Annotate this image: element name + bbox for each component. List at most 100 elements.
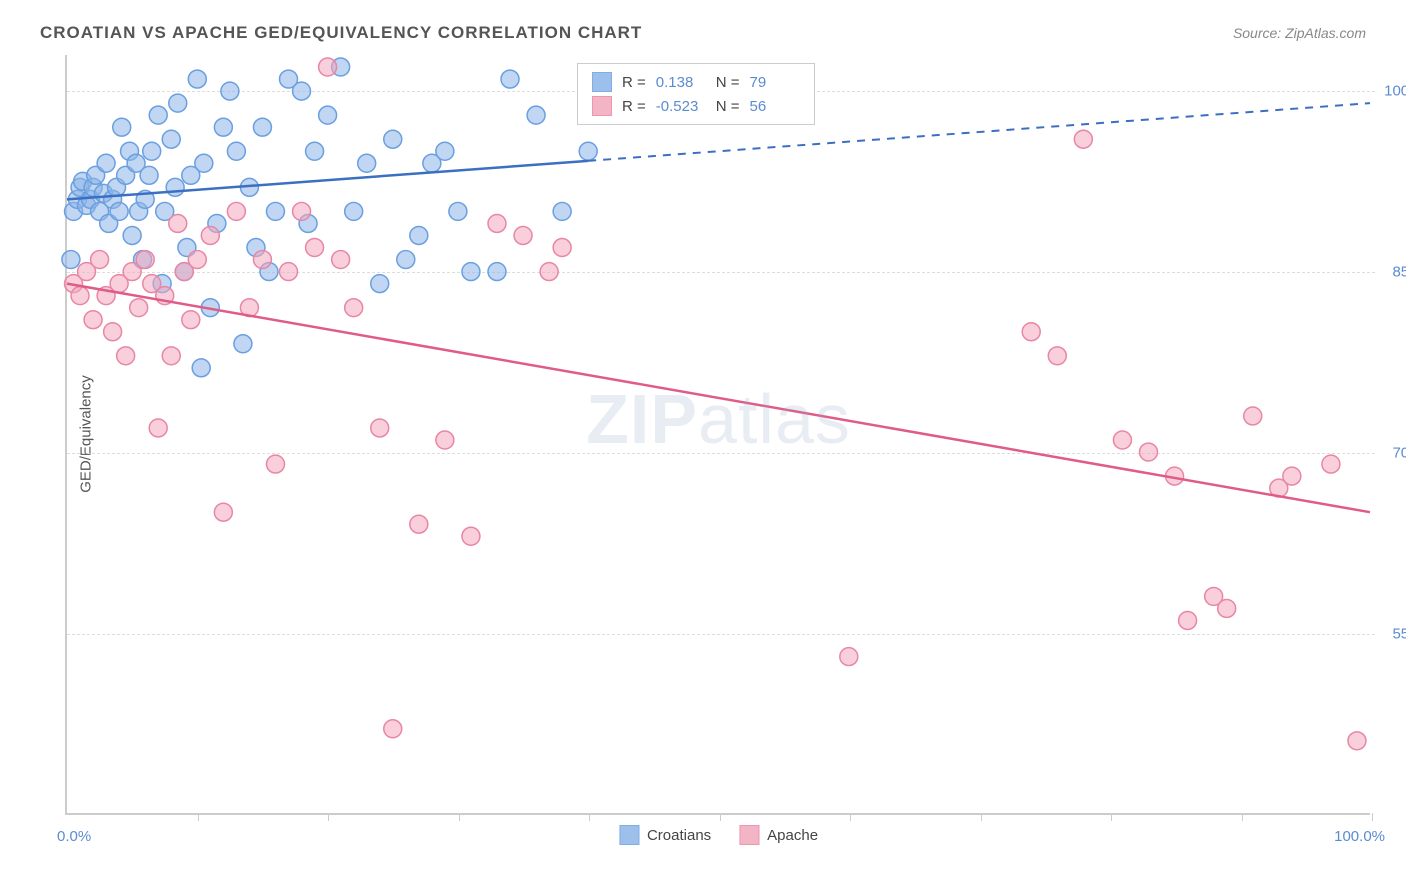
data-point <box>169 214 187 232</box>
data-point <box>488 263 506 281</box>
data-point <box>280 263 298 281</box>
data-point <box>162 347 180 365</box>
swatch-apache-icon <box>592 96 612 116</box>
data-point <box>501 70 519 88</box>
data-point <box>462 263 480 281</box>
data-point <box>527 106 545 124</box>
data-point <box>306 239 324 257</box>
data-point <box>579 142 597 160</box>
data-point <box>358 154 376 172</box>
data-point <box>384 130 402 148</box>
data-point <box>540 263 558 281</box>
data-point <box>449 202 467 220</box>
data-point <box>91 251 109 269</box>
data-point <box>62 251 80 269</box>
data-point <box>266 455 284 473</box>
data-point <box>410 515 428 533</box>
stats-row-apache: R = -0.523 N = 56 <box>592 94 800 118</box>
data-point <box>553 202 571 220</box>
legend-item-croatians: Croatians <box>619 825 711 845</box>
y-tick-label: 55.0% <box>1392 626 1406 643</box>
data-point <box>214 118 232 136</box>
data-point <box>1179 612 1197 630</box>
stat-label-r: R = <box>622 98 646 115</box>
data-point <box>123 226 141 244</box>
data-point <box>410 226 428 244</box>
data-point <box>436 431 454 449</box>
data-point <box>166 178 184 196</box>
data-point <box>1348 732 1366 750</box>
data-point <box>162 130 180 148</box>
data-point <box>1283 467 1301 485</box>
header: CROATIAN VS APACHE GED/EQUIVALENCY CORRE… <box>40 18 1366 48</box>
stat-n-apache: 56 <box>750 98 800 115</box>
data-point <box>71 287 89 305</box>
data-point <box>192 359 210 377</box>
data-point <box>384 720 402 738</box>
data-point <box>1218 599 1236 617</box>
data-point <box>293 82 311 100</box>
data-point <box>840 648 858 666</box>
data-point <box>195 154 213 172</box>
data-point <box>227 142 245 160</box>
data-point <box>234 335 252 353</box>
data-point <box>113 118 131 136</box>
data-point <box>319 58 337 76</box>
data-point <box>488 214 506 232</box>
data-point <box>253 251 271 269</box>
stat-label-n: N = <box>716 98 740 115</box>
stat-label-n: N = <box>716 74 740 91</box>
data-point <box>345 299 363 317</box>
x-max-label: 100.0% <box>1334 828 1385 845</box>
y-tick-label: 70.0% <box>1392 445 1406 462</box>
stats-legend-box: R = 0.138 N = 79 R = -0.523 N = 56 <box>577 63 815 125</box>
data-point <box>1022 323 1040 341</box>
data-point <box>143 142 161 160</box>
data-point <box>462 527 480 545</box>
legend-label-croatians: Croatians <box>647 827 711 844</box>
data-point <box>97 154 115 172</box>
data-point <box>188 70 206 88</box>
data-point <box>110 202 128 220</box>
data-point <box>1244 407 1262 425</box>
stat-r-croatians: 0.138 <box>656 74 706 91</box>
x-min-label: 0.0% <box>57 828 91 845</box>
stats-row-croatians: R = 0.138 N = 79 <box>592 70 800 94</box>
data-point <box>149 106 167 124</box>
data-point <box>345 202 363 220</box>
chart-title: CROATIAN VS APACHE GED/EQUIVALENCY CORRE… <box>40 23 642 43</box>
legend-swatch-apache-icon <box>739 825 759 845</box>
data-point <box>104 323 122 341</box>
data-point <box>136 251 154 269</box>
data-point <box>306 142 324 160</box>
legend-item-apache: Apache <box>739 825 818 845</box>
data-point <box>319 106 337 124</box>
data-point <box>1074 130 1092 148</box>
data-point <box>514 226 532 244</box>
data-point <box>84 311 102 329</box>
data-point <box>201 226 219 244</box>
data-point <box>293 202 311 220</box>
source-attribution: Source: ZipAtlas.com <box>1233 25 1366 41</box>
data-point <box>371 419 389 437</box>
data-point <box>332 251 350 269</box>
data-point <box>253 118 271 136</box>
data-point <box>1140 443 1158 461</box>
data-point <box>1113 431 1131 449</box>
data-point <box>221 82 239 100</box>
data-point <box>214 503 232 521</box>
trend-line <box>67 284 1370 513</box>
stat-n-croatians: 79 <box>750 74 800 91</box>
data-point <box>266 202 284 220</box>
data-point <box>1048 347 1066 365</box>
data-point <box>149 419 167 437</box>
y-tick-label: 100.0% <box>1384 83 1406 100</box>
data-point <box>182 311 200 329</box>
legend-swatch-croatians-icon <box>619 825 639 845</box>
data-point <box>553 239 571 257</box>
bottom-legend: Croatians Apache <box>619 825 818 845</box>
data-point <box>397 251 415 269</box>
data-point <box>140 166 158 184</box>
data-point <box>227 202 245 220</box>
legend-label-apache: Apache <box>767 827 818 844</box>
